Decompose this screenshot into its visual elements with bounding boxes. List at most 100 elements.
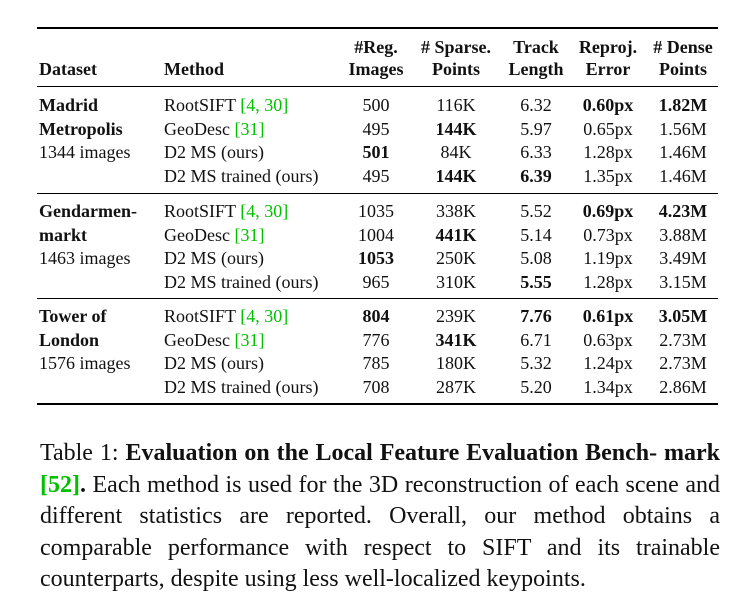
value-track: 6.33 (520, 142, 552, 162)
method-name: GeoDesc (164, 118, 230, 139)
value-reg: 785 (362, 353, 390, 373)
value-reproj: 1.28px (583, 271, 633, 292)
value-reproj: 0.63px (583, 329, 633, 350)
value-reg: 1035 (358, 201, 394, 221)
value-dense: 1.46M (659, 165, 707, 186)
header-dataset: Dataset (39, 59, 97, 79)
caption-title-end: . (79, 471, 86, 498)
citation-link[interactable]: [4, 30] (240, 306, 289, 326)
method-name: GeoDesc (164, 329, 230, 350)
top-rule (37, 27, 718, 29)
value-dense: 2.73M (659, 329, 707, 350)
value-reg: 495 (362, 118, 390, 139)
dataset-image-count: 1576 images (39, 353, 131, 373)
header-track-2: Length (508, 59, 564, 79)
value-reg: 708 (362, 376, 390, 397)
value-reproj: 0.65px (583, 118, 633, 139)
method-name: D2 MS trained (ours) (164, 165, 319, 186)
header-reg-images-1: #Reg. (354, 37, 398, 57)
method-cell: D2 MS (ours) (164, 247, 264, 269)
method-cell: GeoDesc [31] (164, 224, 264, 246)
method-cell: D2 MS (ours) (164, 141, 264, 163)
value-track: 6.32 (520, 95, 552, 115)
caption-label: Table 1: (40, 440, 119, 466)
value-track: 6.71 (520, 329, 552, 350)
bottom-rule (37, 403, 718, 405)
value-track: 5.55 (520, 271, 552, 292)
method-name: D2 MS trained (ours) (164, 271, 319, 292)
value-dense: 1.46M (659, 142, 707, 162)
citation-link[interactable]: [31] (234, 224, 265, 245)
header-track-1: Track (513, 37, 559, 57)
value-reg: 1053 (358, 248, 394, 268)
value-sparse: 441K (435, 224, 477, 245)
value-track: 5.32 (520, 353, 552, 373)
value-sparse: 239K (436, 306, 476, 326)
value-reproj: 1.35px (583, 165, 633, 186)
value-track: 5.20 (520, 376, 552, 397)
value-reproj: 0.73px (583, 224, 633, 245)
header-reproj-1: Reproj. (578, 37, 638, 57)
method-name: RootSIFT (164, 306, 236, 326)
method-cell: RootSIFT [4, 30] (164, 94, 288, 116)
header-sparse-1: # Sparse. (420, 37, 491, 57)
value-reproj: 0.69px (582, 201, 634, 221)
dataset-image-count: 1463 images (39, 248, 131, 268)
method-name: GeoDesc (164, 224, 230, 245)
value-reg: 495 (362, 165, 390, 186)
caption-reference[interactable]: [52] (40, 471, 80, 498)
dataset-name: London (39, 329, 100, 350)
value-track: 6.39 (520, 165, 552, 186)
value-dense: 1.82M (658, 95, 708, 115)
header-sparse-2: Points (431, 59, 480, 79)
dataset-name: markt (39, 224, 87, 245)
value-track: 5.52 (520, 201, 552, 221)
citation-link[interactable]: [31] (234, 329, 265, 350)
value-sparse: 144K (435, 118, 477, 139)
citation-link[interactable]: [4, 30] (240, 95, 289, 115)
header-rule (37, 86, 718, 87)
method-cell: GeoDesc [31] (164, 329, 264, 351)
value-reproj: 0.61px (582, 306, 634, 326)
value-sparse: 116K (436, 95, 476, 115)
method-name: D2 MS (ours) (164, 248, 265, 268)
value-sparse: 250K (436, 248, 476, 268)
method-cell: D2 MS trained (ours) (164, 271, 318, 293)
header-reg-images-2: Images (348, 59, 404, 79)
citation-link[interactable]: [31] (234, 118, 265, 139)
method-name: D2 MS (ours) (164, 353, 265, 373)
value-track: 5.14 (520, 224, 552, 245)
caption-title: Evaluation on the Local Feature Evaluati… (125, 440, 721, 466)
dataset-name: Metropolis (39, 118, 123, 139)
value-dense: 1.56M (659, 118, 707, 139)
dataset-image-count: 1344 images (39, 142, 131, 162)
table-caption: Table 1: Evaluation on the Local Feature… (40, 438, 720, 596)
value-dense: 2.86M (659, 376, 707, 397)
value-sparse: 144K (435, 165, 477, 186)
value-reg: 965 (362, 271, 390, 292)
group-separator (37, 298, 718, 299)
value-track: 7.76 (520, 306, 552, 326)
value-dense: 4.23M (658, 201, 708, 221)
value-dense: 3.15M (659, 271, 707, 292)
value-reproj: 1.34px (583, 376, 633, 397)
method-cell: RootSIFT [4, 30] (164, 305, 288, 327)
value-dense: 2.73M (659, 353, 707, 373)
value-sparse: 310K (436, 271, 476, 292)
header-dense-2: Points (658, 59, 707, 79)
value-sparse: 341K (435, 329, 477, 350)
method-cell: D2 MS (ours) (164, 352, 264, 374)
citation-link[interactable]: [4, 30] (240, 201, 289, 221)
method-name: D2 MS trained (ours) (164, 376, 319, 397)
method-cell: D2 MS trained (ours) (164, 376, 318, 398)
value-sparse: 180K (436, 353, 476, 373)
dataset-name: Tower of (39, 306, 107, 326)
value-dense: 3.49M (659, 248, 707, 268)
value-track: 5.97 (520, 118, 552, 139)
value-track: 5.08 (520, 248, 552, 268)
dataset-name: Madrid (39, 95, 99, 115)
group-separator (37, 193, 718, 194)
method-name: RootSIFT (164, 201, 236, 221)
value-sparse: 84K (440, 142, 472, 162)
method-name: D2 MS (ours) (164, 142, 265, 162)
